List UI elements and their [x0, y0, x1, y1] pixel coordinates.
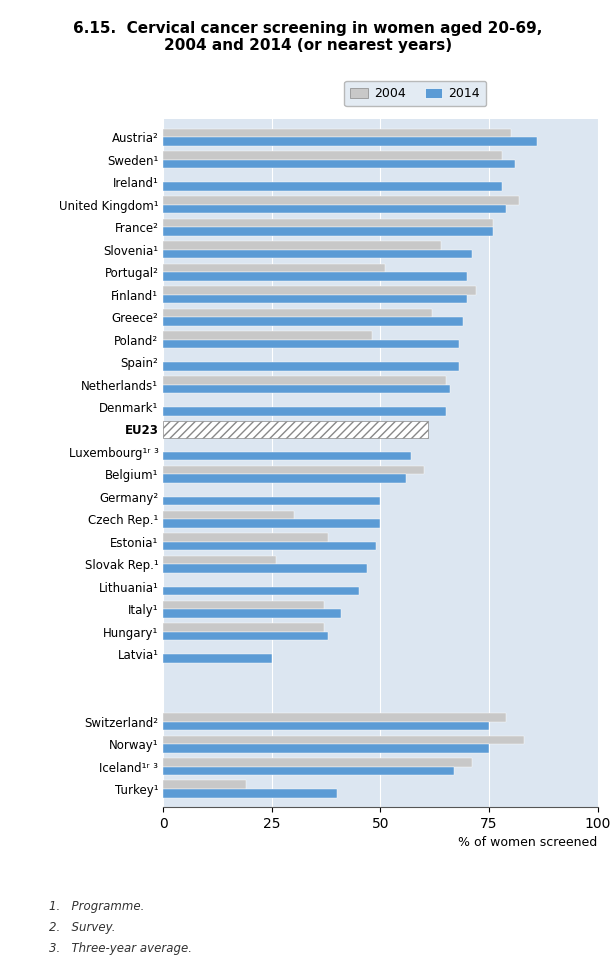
Bar	[163, 654, 272, 663]
Bar	[163, 159, 515, 168]
Bar	[163, 586, 359, 595]
Bar	[163, 497, 381, 505]
Bar	[163, 151, 502, 159]
Bar	[163, 219, 493, 227]
Bar	[163, 308, 432, 317]
Bar	[163, 421, 428, 438]
Bar	[163, 601, 324, 609]
Bar	[163, 624, 324, 631]
Bar	[163, 780, 246, 789]
Bar	[163, 520, 381, 528]
Bar	[163, 609, 341, 618]
Bar	[163, 242, 441, 249]
Bar	[163, 362, 458, 371]
Bar	[163, 196, 519, 204]
Bar	[163, 541, 376, 550]
Text: 2.   Survey.: 2. Survey.	[49, 921, 116, 934]
Bar	[163, 376, 445, 385]
Bar	[163, 317, 463, 326]
Bar	[163, 264, 385, 272]
Bar	[163, 556, 276, 564]
Text: 3.   Three-year average.: 3. Three-year average.	[49, 942, 192, 955]
Bar	[163, 789, 337, 797]
Bar	[163, 129, 511, 138]
Bar	[163, 331, 371, 340]
Bar	[163, 744, 489, 753]
Bar	[163, 340, 458, 349]
Bar	[163, 182, 502, 191]
Bar	[163, 475, 407, 483]
Bar	[163, 466, 424, 475]
Bar	[163, 767, 454, 775]
Text: 6.15.  Cervical cancer screening in women aged 20-69,
2004 and 2014 (or nearest : 6.15. Cervical cancer screening in women…	[73, 21, 543, 53]
Bar	[163, 227, 493, 236]
Bar	[163, 722, 489, 731]
Bar	[163, 713, 506, 722]
Legend: 2004, 2014: 2004, 2014	[344, 81, 486, 106]
Bar	[163, 631, 328, 640]
Bar	[163, 138, 537, 146]
Bar	[163, 533, 328, 541]
Bar	[163, 249, 472, 258]
Text: 1.   Programme.: 1. Programme.	[49, 900, 145, 913]
Bar	[163, 452, 411, 460]
Bar	[163, 511, 294, 520]
Bar	[163, 407, 445, 415]
Bar	[163, 272, 468, 281]
Bar	[163, 758, 472, 767]
Bar	[163, 295, 468, 303]
X-axis label: % of women screened: % of women screened	[458, 837, 598, 849]
Bar	[163, 564, 367, 573]
Bar	[163, 385, 450, 393]
Bar	[163, 204, 506, 213]
Bar	[163, 286, 476, 295]
Bar	[163, 735, 524, 744]
